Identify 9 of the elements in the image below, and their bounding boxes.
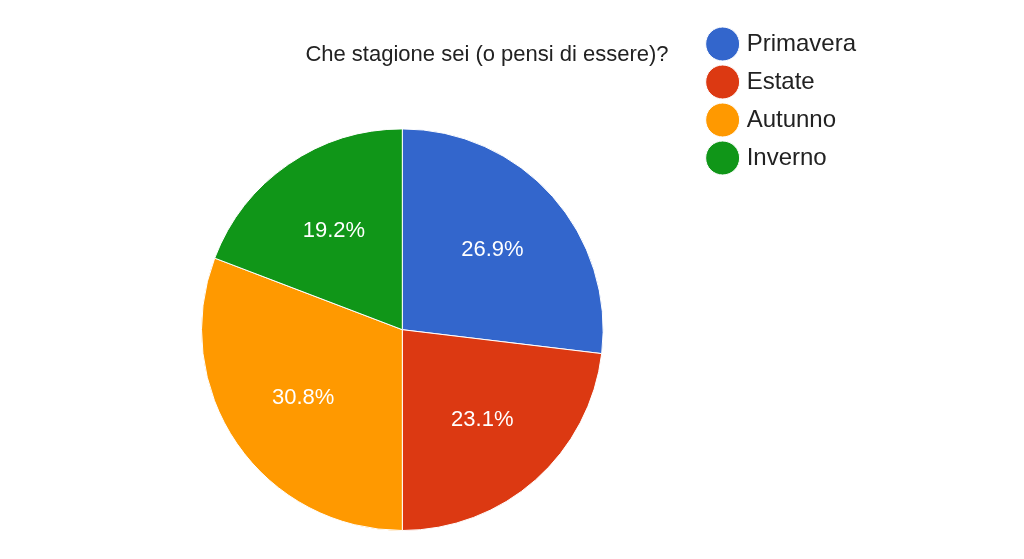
data-label: 23.1% xyxy=(451,405,514,431)
data-label: 30.8% xyxy=(271,384,335,410)
legend-label: Inverno xyxy=(746,142,827,170)
legend-label: Estate xyxy=(746,66,815,94)
legend-label: Primavera xyxy=(746,28,857,56)
legend-label: Autunno xyxy=(746,104,837,132)
data-label: 19.2% xyxy=(302,216,366,242)
data-label: 26.9% xyxy=(461,235,524,261)
text: Che stagione sei (o pensi di essere)? xyxy=(305,41,669,67)
